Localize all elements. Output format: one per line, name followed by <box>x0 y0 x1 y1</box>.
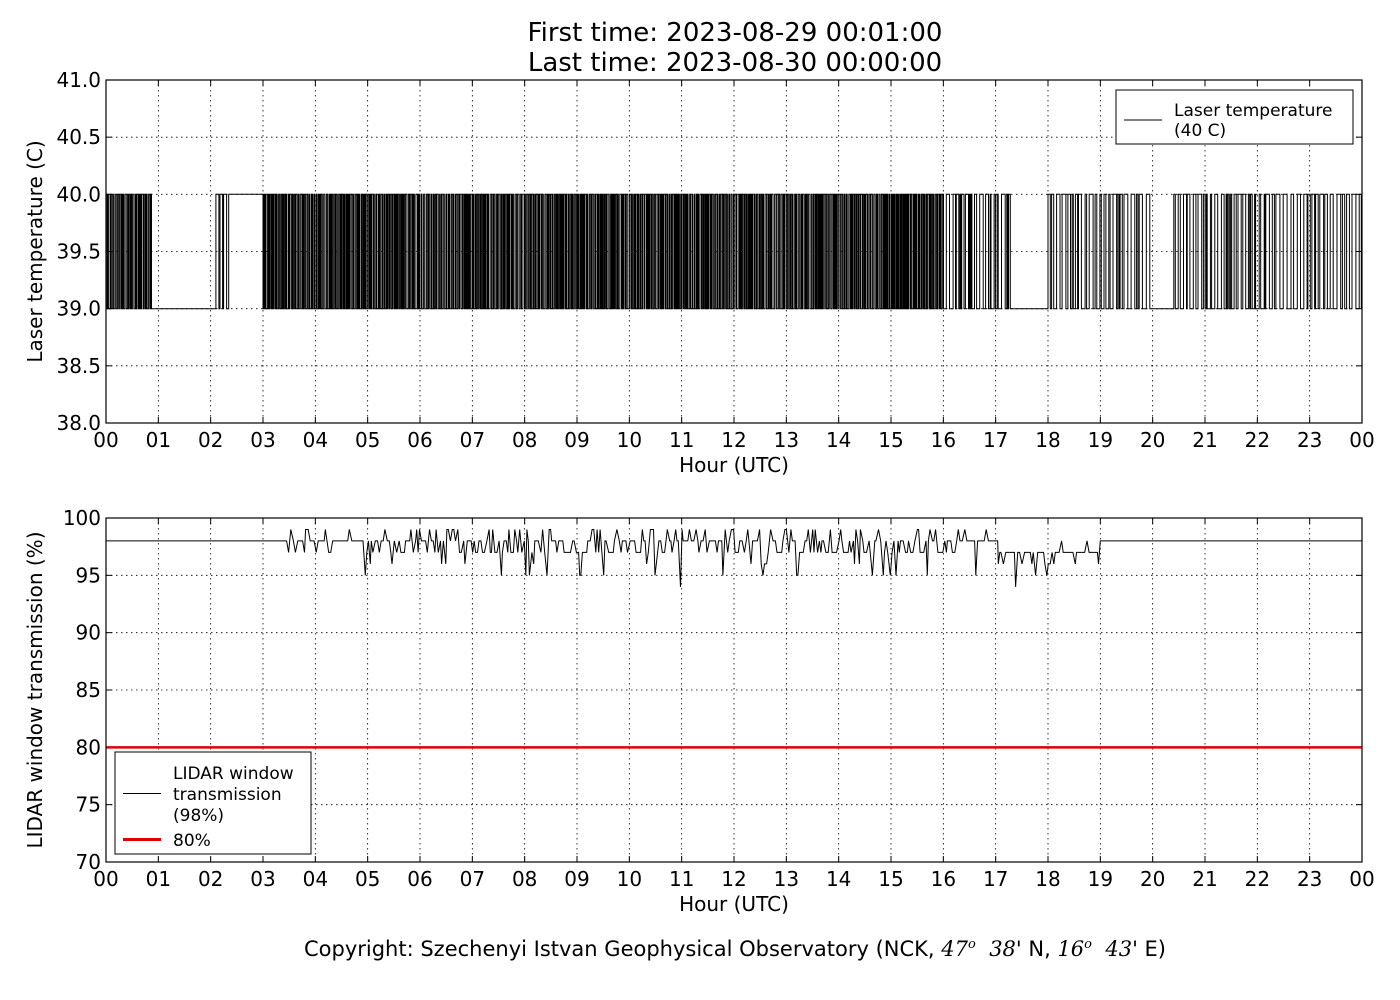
x-tick-label: 01 <box>146 428 171 452</box>
y-axis-label: LIDAR window transmission (%) <box>23 532 47 849</box>
x-tick-label: 10 <box>617 428 642 452</box>
y-tick-label: 39.5 <box>56 240 101 264</box>
first-time-title: First time: 2023-08-29 00:01:00 <box>527 18 943 48</box>
x-tick-label: 02 <box>198 867 223 891</box>
x-tick-label: 04 <box>303 867 328 891</box>
x-tick-label: 23 <box>1297 867 1322 891</box>
longitude-direction: ' E) <box>1132 937 1167 961</box>
last-time-title: Last time: 2023-08-30 00:00:00 <box>527 48 943 78</box>
x-tick-label: 19 <box>1088 428 1113 452</box>
y-tick-label: 90 <box>76 621 101 645</box>
x-tick-label: 22 <box>1245 428 1270 452</box>
y-tick-label: 38.0 <box>56 411 101 435</box>
x-tick-label: 20 <box>1140 428 1165 452</box>
y-tick-label: 39.0 <box>56 297 101 321</box>
legend-label: (98%) <box>173 806 224 826</box>
x-tick-label: 14 <box>826 428 851 452</box>
legend-label: 80% <box>173 831 211 851</box>
y-tick-label: 75 <box>76 793 101 817</box>
longitude-degrees: 16 <box>1057 937 1085 961</box>
x-axis-label: Hour (UTC) <box>679 892 789 916</box>
x-tick-label: 19 <box>1088 867 1113 891</box>
x-tick-label: 07 <box>460 428 485 452</box>
x-tick-label: 06 <box>407 428 432 452</box>
x-tick-label: 08 <box>512 867 537 891</box>
y-tick-label: 40.0 <box>56 182 101 206</box>
x-tick-label: 05 <box>355 428 380 452</box>
x-tick-label: 18 <box>1035 428 1060 452</box>
y-tick-label: 70 <box>76 850 101 874</box>
x-axis-label: Hour (UTC) <box>679 453 789 477</box>
x-tick-label: 18 <box>1035 867 1060 891</box>
x-tick-label: 13 <box>774 867 799 891</box>
laser-temperature-chart: 00 01 02 03 04 05 06 07 08 09 10 11 12 13 14 15 16 17 18 19… <box>23 68 1375 477</box>
y-tick-label: 38.5 <box>56 354 101 378</box>
x-tick-label: 06 <box>407 867 432 891</box>
latitude-minutes: 38 <box>989 937 1016 961</box>
latitude-degree-mark: o <box>968 937 976 952</box>
latitude-direction: ' N, <box>1015 937 1058 961</box>
copyright-footer: Copyright: Szechenyi Istvan Geophysical … <box>0 937 1400 961</box>
y-tick-label: 41.0 <box>56 68 101 92</box>
latitude-degrees: 47 <box>941 937 968 961</box>
x-tick-label: 12 <box>721 428 746 452</box>
legend-box <box>1115 89 1354 145</box>
x-tick-label: 05 <box>355 867 380 891</box>
x-tick-label: 03 <box>250 428 275 452</box>
x-tick-label: 00 <box>93 867 118 891</box>
x-tick-label: 21 <box>1192 867 1217 891</box>
y-tick-label: 100 <box>63 506 101 530</box>
x-tick-label: 09 <box>564 428 589 452</box>
x-tick-label: 04 <box>303 428 328 452</box>
lidar-transmission-line <box>106 529 1362 587</box>
x-tick-label: 12 <box>721 867 746 891</box>
x-tick-label: 15 <box>878 428 903 452</box>
x-tick-label: 09 <box>564 867 589 891</box>
y-axis-label: Laser temperature (C) <box>23 140 47 362</box>
x-tick-label: 03 <box>250 867 275 891</box>
x-tick-label: 10 <box>617 867 642 891</box>
x-tick-label: 00 <box>93 428 118 452</box>
legend-label: Laser temperature <box>1174 101 1332 121</box>
x-tick-label: 17 <box>983 428 1008 452</box>
legend-label: (40 C) <box>1174 121 1226 141</box>
plot-frame <box>105 517 1363 863</box>
y-tick-label: 40.5 <box>56 125 101 149</box>
x-tick-label: 02 <box>198 428 223 452</box>
y-tick-label: 95 <box>76 563 101 587</box>
legend-label: LIDAR window <box>173 764 294 784</box>
x-tick-label: 22 <box>1245 867 1270 891</box>
lidar-transmission-chart: 00 01 02 03 04 05 06 07 08 09 10 11 12 13 14 15 16 17 18 19… <box>23 506 1375 916</box>
plot-frame <box>105 79 1363 424</box>
laser-temperature-line <box>105 193 1362 310</box>
legend-box <box>114 751 312 855</box>
x-tick-label: 21 <box>1192 428 1217 452</box>
x-tick-label: 20 <box>1140 867 1165 891</box>
x-tick-label: 16 <box>931 428 956 452</box>
x-tick-label: 11 <box>669 428 694 452</box>
y-tick-label: 80 <box>76 735 101 759</box>
x-tick-label: 08 <box>512 428 537 452</box>
longitude-degree-mark: o <box>1084 937 1092 952</box>
x-tick-label: 15 <box>878 867 903 891</box>
x-tick-label: 00 <box>1349 428 1374 452</box>
x-tick-label: 07 <box>460 867 485 891</box>
x-tick-label: 14 <box>826 867 851 891</box>
x-tick-label: 00 <box>1349 867 1374 891</box>
x-tick-label: 11 <box>669 867 694 891</box>
y-tick-label: 85 <box>76 678 101 702</box>
x-tick-label: 01 <box>146 867 171 891</box>
x-tick-label: 17 <box>983 867 1008 891</box>
x-tick-label: 23 <box>1297 428 1322 452</box>
x-tick-label: 13 <box>774 428 799 452</box>
x-tick-label: 16 <box>931 867 956 891</box>
longitude-minutes: 43 <box>1105 937 1133 961</box>
legend-label: transmission <box>173 785 282 805</box>
copyright-text: Copyright: Szechenyi Istvan Geophysical … <box>303 937 942 961</box>
